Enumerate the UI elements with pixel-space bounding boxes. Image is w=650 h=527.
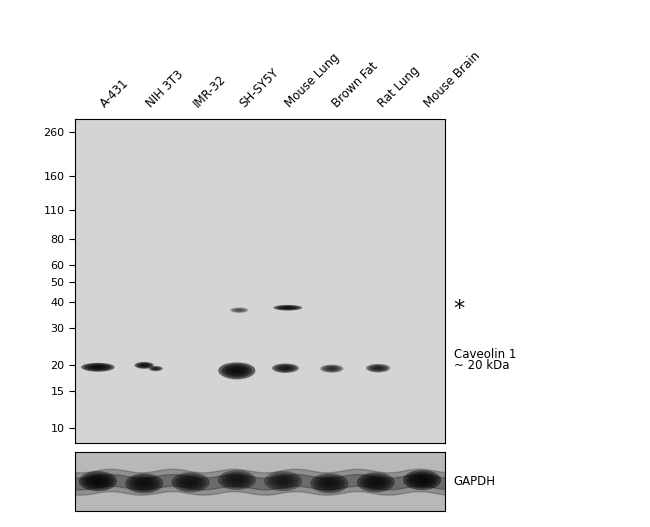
Text: Mouse Lung: Mouse Lung (283, 51, 343, 110)
Ellipse shape (413, 475, 431, 485)
Ellipse shape (182, 477, 200, 487)
Ellipse shape (274, 305, 302, 310)
Ellipse shape (264, 471, 302, 491)
Ellipse shape (83, 473, 114, 490)
Text: SH-SY5Y: SH-SY5Y (237, 66, 281, 110)
Ellipse shape (87, 364, 109, 370)
Ellipse shape (231, 477, 242, 483)
Ellipse shape (322, 365, 341, 372)
Ellipse shape (231, 308, 247, 313)
Ellipse shape (326, 367, 337, 370)
Ellipse shape (149, 366, 162, 371)
Ellipse shape (222, 364, 252, 378)
Ellipse shape (150, 366, 161, 370)
Ellipse shape (228, 367, 245, 375)
Ellipse shape (218, 363, 255, 379)
Ellipse shape (370, 365, 386, 371)
Text: ~ 20 kDa: ~ 20 kDa (454, 359, 509, 372)
Ellipse shape (132, 477, 157, 490)
Ellipse shape (178, 476, 203, 489)
Ellipse shape (218, 470, 256, 490)
Ellipse shape (142, 364, 147, 366)
Text: IMR-32: IMR-32 (190, 72, 228, 110)
Ellipse shape (231, 368, 242, 373)
Ellipse shape (235, 309, 243, 311)
Ellipse shape (86, 475, 110, 487)
Ellipse shape (320, 479, 338, 488)
Ellipse shape (172, 472, 209, 492)
Ellipse shape (367, 478, 385, 487)
Ellipse shape (281, 367, 289, 369)
Ellipse shape (268, 473, 299, 490)
Ellipse shape (328, 367, 335, 370)
Ellipse shape (406, 472, 437, 489)
Ellipse shape (314, 475, 345, 492)
Ellipse shape (228, 475, 246, 485)
Ellipse shape (92, 479, 103, 484)
Ellipse shape (324, 481, 335, 486)
Ellipse shape (272, 364, 299, 373)
Ellipse shape (410, 474, 434, 486)
Ellipse shape (89, 476, 107, 486)
Ellipse shape (280, 366, 292, 370)
Ellipse shape (221, 472, 252, 489)
Ellipse shape (360, 474, 391, 491)
Ellipse shape (90, 365, 105, 369)
Ellipse shape (271, 475, 295, 487)
Ellipse shape (274, 364, 296, 372)
Ellipse shape (324, 366, 339, 371)
Text: Rat Lung: Rat Lung (376, 64, 422, 110)
Ellipse shape (277, 365, 294, 371)
Ellipse shape (138, 363, 150, 367)
Ellipse shape (366, 364, 390, 373)
Text: Caveolin 1: Caveolin 1 (454, 348, 516, 360)
Ellipse shape (363, 476, 388, 489)
Ellipse shape (320, 365, 343, 373)
Ellipse shape (278, 479, 289, 484)
Ellipse shape (237, 309, 242, 311)
Ellipse shape (317, 477, 342, 490)
Text: A-431: A-431 (98, 76, 131, 110)
Text: *: * (454, 299, 465, 319)
Ellipse shape (276, 306, 300, 310)
Text: GAPDH: GAPDH (454, 475, 495, 488)
Ellipse shape (136, 363, 152, 368)
Ellipse shape (311, 473, 348, 493)
Ellipse shape (139, 481, 150, 486)
Text: Brown Fat: Brown Fat (330, 60, 380, 110)
Ellipse shape (140, 364, 149, 367)
Ellipse shape (357, 472, 395, 492)
Ellipse shape (84, 364, 112, 371)
Ellipse shape (129, 475, 160, 492)
Ellipse shape (81, 363, 114, 372)
Ellipse shape (125, 473, 163, 493)
Ellipse shape (274, 476, 292, 486)
Ellipse shape (153, 367, 159, 370)
Ellipse shape (135, 362, 154, 369)
Ellipse shape (93, 366, 103, 368)
Ellipse shape (175, 474, 206, 491)
Text: Mouse Brain: Mouse Brain (422, 49, 483, 110)
Ellipse shape (368, 365, 388, 372)
Ellipse shape (79, 471, 117, 491)
Ellipse shape (151, 367, 161, 370)
Ellipse shape (185, 480, 196, 485)
Ellipse shape (284, 307, 292, 308)
Text: NIH 3T3: NIH 3T3 (144, 68, 187, 110)
Ellipse shape (225, 474, 249, 486)
Ellipse shape (225, 365, 249, 376)
Ellipse shape (233, 308, 245, 312)
Ellipse shape (372, 366, 384, 370)
Ellipse shape (370, 480, 381, 485)
Ellipse shape (375, 367, 382, 369)
Ellipse shape (279, 306, 297, 309)
Ellipse shape (281, 306, 294, 309)
Ellipse shape (154, 368, 158, 369)
Ellipse shape (403, 470, 441, 490)
Ellipse shape (417, 477, 428, 483)
Ellipse shape (230, 307, 248, 313)
Ellipse shape (135, 479, 153, 488)
